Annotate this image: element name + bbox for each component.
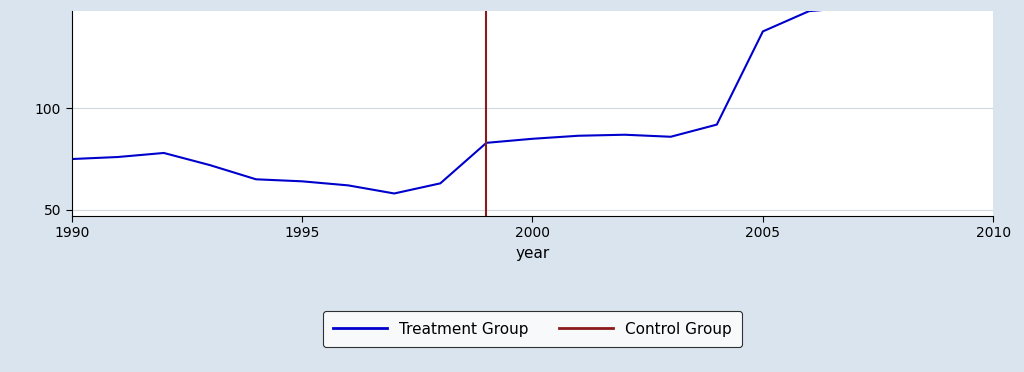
X-axis label: year: year <box>515 246 550 261</box>
Legend: Treatment Group, Control Group: Treatment Group, Control Group <box>323 311 742 347</box>
